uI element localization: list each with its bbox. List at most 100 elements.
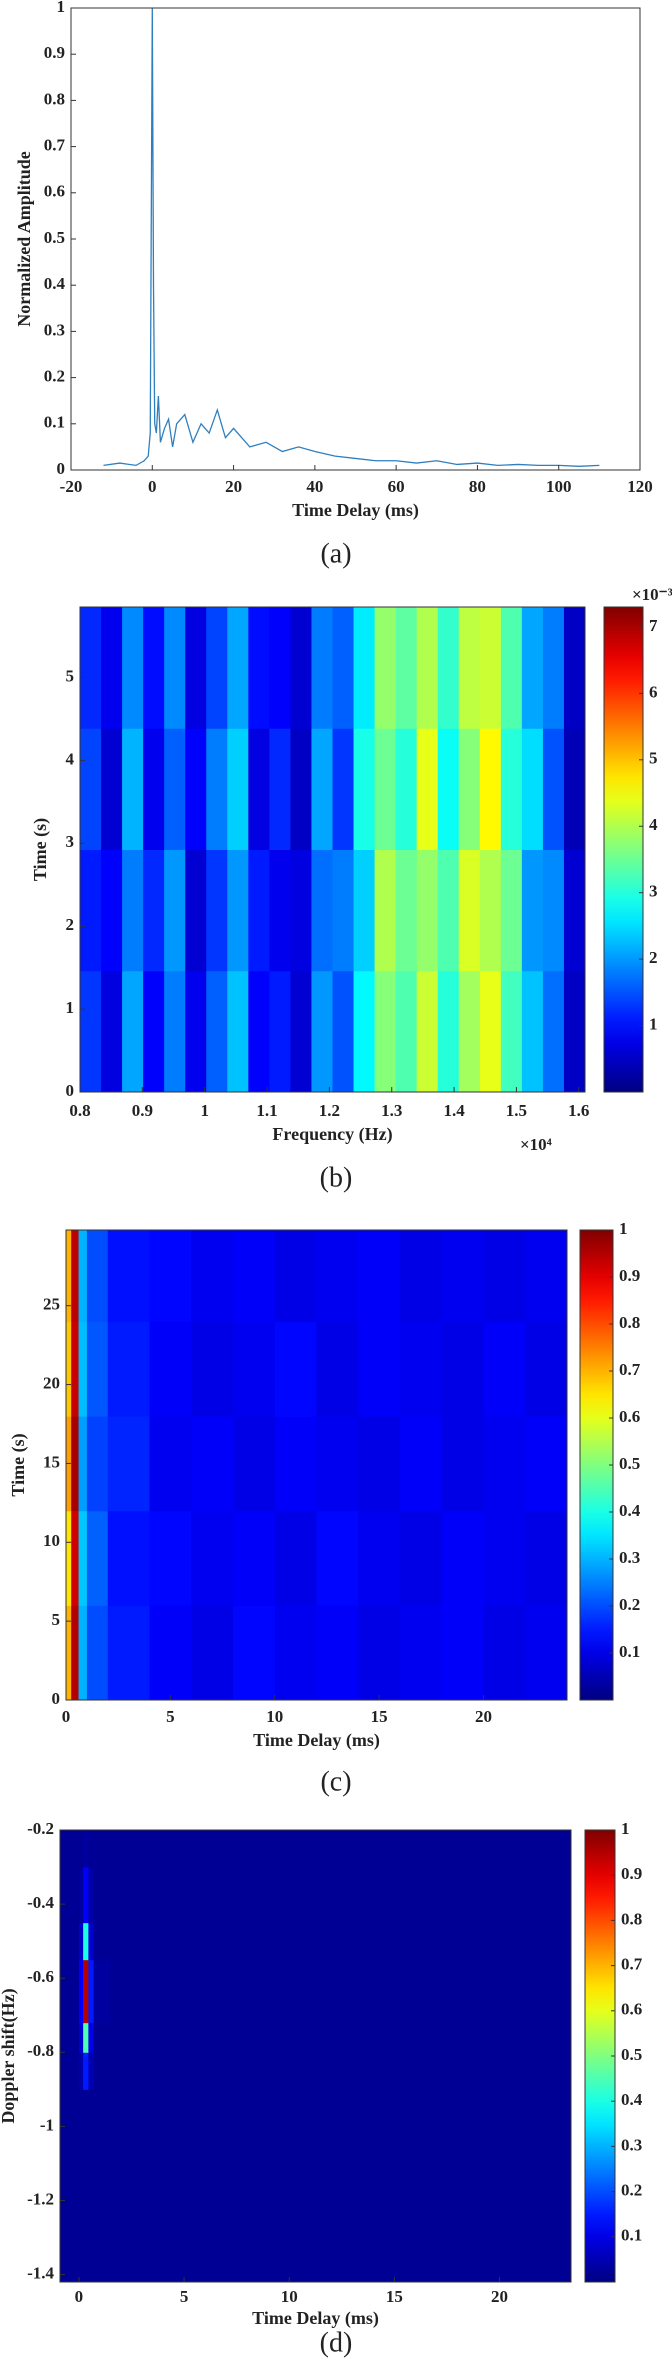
colorbar-tick-label: 0.7 bbox=[619, 1360, 641, 1379]
x-axis-label: Time Delay (ms) bbox=[253, 1730, 380, 1751]
colorbar-tick-label: 6 bbox=[649, 682, 658, 701]
heatmap-cell bbox=[101, 970, 123, 1093]
heatmap-cell bbox=[400, 1230, 443, 1322]
x-tick-label: 15 bbox=[386, 2287, 403, 2306]
heatmap-cell bbox=[400, 1510, 443, 1606]
heatmap-cell bbox=[60, 2022, 80, 2053]
heatmap-cell bbox=[290, 849, 312, 972]
heatmap-cell bbox=[83, 1922, 89, 1961]
heatmap-cell bbox=[66, 1230, 72, 1322]
heatmap-cell bbox=[78, 1830, 84, 1868]
heatmap-cell bbox=[400, 1605, 443, 1701]
heatmap-cell bbox=[274, 1321, 317, 1417]
x-axis-label: Time Delay (ms) bbox=[292, 500, 419, 521]
y-tick-label: 2 bbox=[66, 915, 75, 934]
heatmap-cell bbox=[374, 728, 397, 850]
colorbar-tick-label: 0.4 bbox=[619, 1501, 641, 1520]
heatmap-cell bbox=[316, 1605, 359, 1701]
heatmap-cell bbox=[83, 2022, 89, 2053]
colorbar-tick-label: 0.3 bbox=[621, 2135, 642, 2154]
heatmap-cell bbox=[483, 1321, 526, 1417]
heatmap-cell bbox=[525, 1605, 568, 1701]
colorbar-exponent: ×10⁻³ bbox=[632, 585, 672, 604]
heatmap-cell bbox=[416, 728, 439, 850]
heatmap-cell bbox=[185, 849, 207, 972]
colorbar-tick-label: 0.8 bbox=[621, 1909, 642, 1928]
colorbar-tick-label: 1 bbox=[621, 1819, 630, 1838]
line-series bbox=[103, 7, 600, 467]
heatmap-cell bbox=[93, 1959, 111, 2024]
heatmap-cell bbox=[311, 970, 333, 1093]
heatmap-cell bbox=[83, 2052, 89, 2090]
heatmap-cell bbox=[437, 970, 460, 1093]
x-tick-label: 1.6 bbox=[568, 1101, 589, 1120]
heatmap-cell bbox=[191, 1230, 234, 1322]
x-tick-label: 0 bbox=[62, 1707, 71, 1726]
heatmap-cell bbox=[78, 1922, 84, 1961]
x-tick-label: 10 bbox=[266, 1707, 283, 1726]
y-tick-label: -0.4 bbox=[27, 1893, 54, 1912]
y-tick-label: 0 bbox=[66, 1081, 75, 1100]
heatmap-cell bbox=[248, 970, 270, 1093]
x-tick-label: 15 bbox=[371, 1707, 388, 1726]
y-tick-label: 0.4 bbox=[44, 274, 66, 293]
heatmap-cell bbox=[332, 849, 355, 972]
heatmap-cell bbox=[110, 1830, 572, 1868]
colorbar-tick-label: 0.3 bbox=[619, 1548, 640, 1567]
caption: (b) bbox=[320, 1162, 353, 1193]
colorbar-tick-label: 0.1 bbox=[621, 2226, 642, 2245]
y-tick-label: 0.5 bbox=[44, 228, 65, 247]
y-tick-label: 0.8 bbox=[44, 89, 65, 108]
heatmap-cell bbox=[110, 1959, 572, 2024]
heatmap-cell bbox=[332, 728, 355, 850]
heatmap-cell bbox=[143, 849, 165, 972]
heatmap-cell bbox=[88, 1830, 95, 1868]
heatmap-cell bbox=[483, 1230, 526, 1322]
heatmap-cell bbox=[88, 2089, 95, 2283]
heatmap-cell bbox=[290, 970, 312, 1093]
heatmap-cell bbox=[416, 849, 439, 972]
x-tick-label: 1 bbox=[200, 1101, 209, 1120]
heatmap-cell bbox=[416, 607, 439, 729]
y-axis-label: Time (s) bbox=[8, 1433, 29, 1496]
heatmap-cell bbox=[358, 1510, 401, 1606]
heatmap-cell bbox=[78, 2022, 84, 2053]
heatmap-cell bbox=[60, 1867, 80, 1924]
heatmap-cell bbox=[542, 970, 565, 1093]
heatmap-cell bbox=[66, 1605, 72, 1701]
y-tick-label: -1 bbox=[40, 2115, 54, 2134]
heatmap-cell bbox=[107, 1605, 150, 1701]
heatmap-cell bbox=[374, 849, 397, 972]
heatmap-cell bbox=[274, 1510, 317, 1606]
x-tick-label: 1.3 bbox=[381, 1101, 402, 1120]
y-tick-label: -0.6 bbox=[27, 1967, 54, 1986]
y-tick-label: 0 bbox=[52, 1689, 61, 1708]
heatmap-cell bbox=[88, 1922, 95, 1961]
heatmap-cell bbox=[458, 970, 481, 1093]
heatmap-cell bbox=[78, 1605, 88, 1701]
heatmap-cell bbox=[441, 1605, 484, 1701]
heatmap-cell bbox=[71, 1605, 80, 1701]
heatmap-cell bbox=[71, 1416, 80, 1512]
caption: (a) bbox=[320, 538, 351, 569]
heatmap-cell bbox=[563, 728, 586, 850]
heatmap-cell bbox=[86, 1510, 109, 1606]
heatmap-cell bbox=[483, 1416, 526, 1512]
heatmap-cell bbox=[233, 1416, 276, 1512]
colorbar-tick-label: 0.4 bbox=[621, 2090, 643, 2109]
heatmap-cell bbox=[332, 970, 355, 1093]
heatmap-cell bbox=[122, 607, 144, 729]
heatmap-cell bbox=[206, 849, 228, 972]
heatmap-cell bbox=[88, 1959, 95, 2024]
heatmap-cell bbox=[563, 849, 586, 972]
heatmap-cell bbox=[86, 1230, 109, 1322]
heatmap-cell bbox=[83, 1830, 89, 1868]
heatmap-cell bbox=[185, 970, 207, 1093]
heatmap-cell bbox=[479, 849, 502, 972]
heatmap-cell bbox=[143, 970, 165, 1093]
heatmap-cell bbox=[93, 1867, 111, 1924]
heatmap-cell bbox=[437, 728, 460, 850]
heatmap-cell bbox=[107, 1416, 150, 1512]
y-tick-label: 5 bbox=[52, 1610, 61, 1629]
heatmap-cell bbox=[248, 607, 270, 729]
